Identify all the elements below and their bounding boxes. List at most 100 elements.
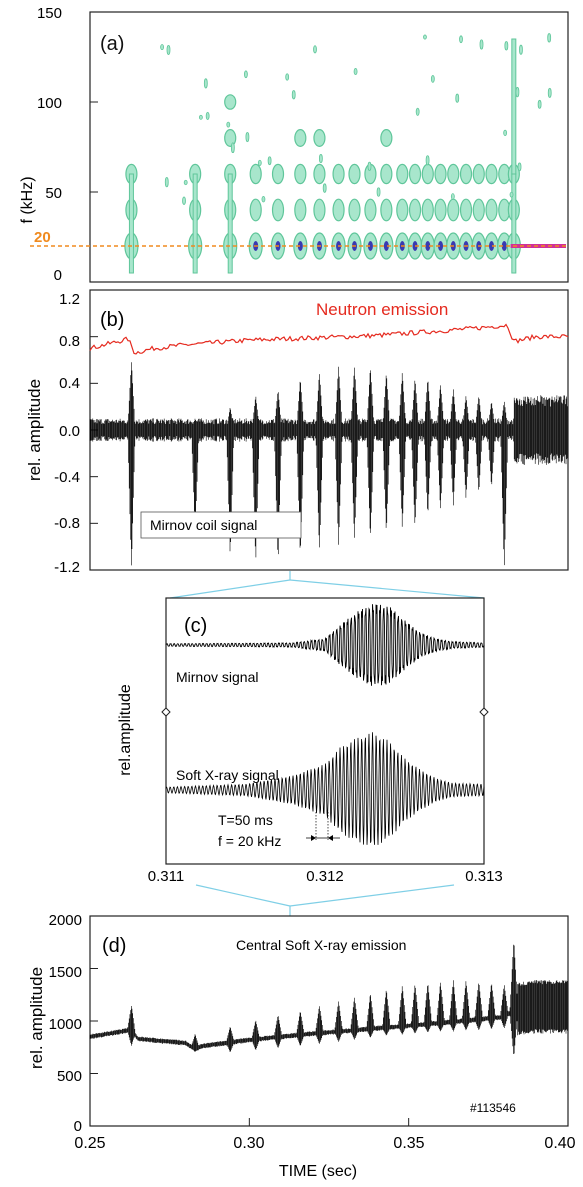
panel-c-frame <box>165 597 485 865</box>
contour-blob <box>332 163 345 185</box>
contour-core <box>425 241 431 251</box>
contour-core <box>367 241 373 251</box>
panel-d-xtick-0-40: 0.40 <box>544 1135 575 1152</box>
contour-speck <box>367 161 372 171</box>
contour-speck <box>503 129 508 136</box>
panel-c-xtick-0-313: 0.313 <box>465 868 503 885</box>
contour-speck <box>504 41 509 51</box>
contour-blob <box>485 198 498 222</box>
panel-c-period-label: T=50 ms <box>218 812 273 828</box>
panel-b-ytick-0-4: 0.4 <box>59 375 80 392</box>
panel-d-ytick-0: 0 <box>74 1118 82 1135</box>
contour-blob <box>396 198 409 222</box>
panel-c-xtick-0-312: 0.312 <box>306 868 344 885</box>
panel-d-ylabel: rel. amplitude <box>27 967 46 1069</box>
contour-blob <box>447 198 460 222</box>
panel-d-ytick-500: 500 <box>57 1068 82 1085</box>
panel-c-mirnov-label: Mirnov signal <box>176 669 258 685</box>
panel-b-ytick-neg-0-4: -0.4 <box>54 469 80 486</box>
contour-speck <box>257 159 262 166</box>
contour-blob <box>249 163 262 185</box>
panel-d-shot-number: #113546 <box>470 1101 516 1115</box>
contour-speck <box>313 45 317 54</box>
contour-blob <box>271 163 285 185</box>
panel-c-period-marker <box>306 812 340 841</box>
contour-blob <box>447 163 460 185</box>
panel-c-label: (c) <box>184 615 207 637</box>
contour-speck <box>267 156 272 166</box>
contour-blob <box>271 198 285 222</box>
contour-speck <box>415 107 420 116</box>
panel-d-soft-xray: (d) Central Soft X-ray emission #113546 … <box>27 912 576 1180</box>
contour-blob <box>380 163 393 185</box>
panel-d-ytick-2000: 2000 <box>49 912 82 929</box>
contour-speck <box>517 162 522 172</box>
contour-speck <box>459 35 463 44</box>
contour-speck <box>166 44 171 55</box>
panel-d-ytick-1500: 1500 <box>49 964 82 981</box>
contour-blob <box>434 198 447 222</box>
broadband-streak <box>511 173 517 274</box>
contour-blob <box>348 198 361 222</box>
contour-core <box>297 241 303 251</box>
contour-blob <box>459 198 473 222</box>
contour-speck <box>479 39 484 50</box>
panel-c-xtick-0-311: 0.311 <box>148 868 184 885</box>
contour-speck <box>182 196 186 205</box>
panel-a-ref-label: 20 <box>34 229 51 246</box>
contour-blob <box>313 129 326 148</box>
contour-blob <box>396 163 409 185</box>
panel-b-mirnov-label: Mirnov coil signal <box>150 517 257 533</box>
contour-blob <box>313 198 326 222</box>
contour-speck <box>353 68 358 76</box>
contour-core <box>501 241 507 251</box>
panel-d-xtick-0-30: 0.30 <box>233 1135 264 1152</box>
panel-a-ytick-50: 50 <box>45 185 62 202</box>
panel-a-ticks <box>90 11 98 283</box>
contour-blob <box>421 198 434 222</box>
contour-speck <box>205 111 210 121</box>
contour-blob <box>380 198 393 222</box>
contour-blob <box>332 198 345 222</box>
panel-b-timeseries: (b) Neutron emission Mirnov coil signal … <box>25 289 569 576</box>
contour-speck <box>450 193 455 200</box>
contour-blob <box>434 163 447 185</box>
contour-speck <box>164 176 169 188</box>
panel-c-mirnov-series <box>165 604 485 686</box>
panel-b-mirnov-label-box <box>140 511 302 539</box>
contour-speck <box>285 73 290 81</box>
panel-d-xlabel: TIME (sec) <box>279 1163 357 1180</box>
panel-b-ytick-1-2: 1.2 <box>59 291 80 308</box>
panel-c-frequency-label: f = 20 kHz <box>218 833 281 849</box>
contour-blob <box>348 163 361 185</box>
contour-speck <box>226 121 231 128</box>
contour-speck <box>547 33 552 43</box>
contour-blob <box>472 198 485 222</box>
panel-a-ylabel: f (kHz) <box>19 176 36 223</box>
panel-b-mirnov-series <box>89 362 568 566</box>
contour-blob <box>408 198 422 222</box>
contour-speck <box>198 114 203 120</box>
contour-speck <box>245 131 250 143</box>
contour-speck <box>519 44 523 55</box>
contour-speck <box>547 87 552 98</box>
panel-a-contours <box>124 33 566 274</box>
contour-speck <box>291 90 296 100</box>
panel-b-ytick-0-8: 0.8 <box>59 333 80 350</box>
contour-speck <box>243 70 248 79</box>
contour-blob <box>408 163 422 185</box>
panel-c-zoom: (c) Mirnov signal Soft X-ray signal T=50… <box>117 597 503 885</box>
panel-c-axis-break <box>161 707 489 717</box>
contour-speck <box>322 183 327 193</box>
panel-a-frame <box>89 11 569 283</box>
contour-speck <box>537 99 542 109</box>
panel-b-ylabel: rel. amplitude <box>25 379 44 481</box>
panel-d-sxr-series <box>89 944 568 1054</box>
contour-speck <box>430 74 435 83</box>
broadband-streak <box>128 173 134 274</box>
panel-a-label: (a) <box>100 33 124 55</box>
contour-speck <box>376 187 381 197</box>
contour-speck <box>509 191 514 198</box>
panel-c-sxr-label: Soft X-ray signal <box>176 767 279 783</box>
contour-blob <box>294 163 307 185</box>
